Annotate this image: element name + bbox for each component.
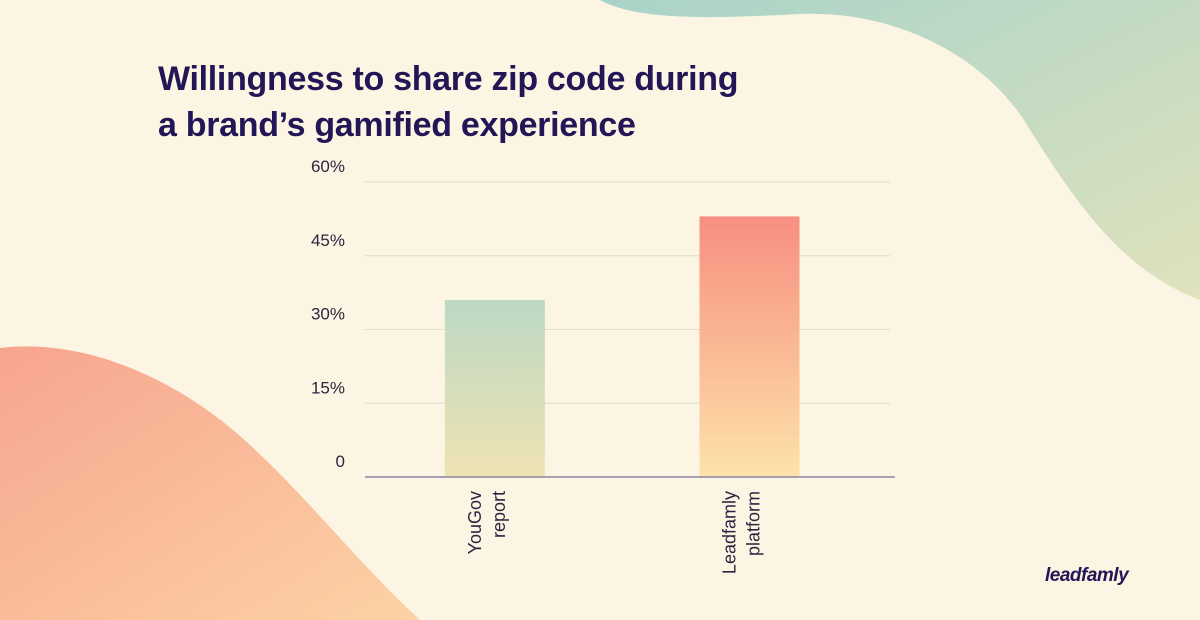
chart-title-line-1: Willingness to share zip code during [158,60,739,98]
bar-0 [444,300,545,477]
y-axis-ticks: 0 15% 30% 45% 60% [311,157,345,471]
chart-title-line-2: a brand’s gamified experience [158,106,636,144]
x-category-label: Leadfamly [720,491,740,574]
top-right-blob [600,0,1200,300]
chart-title: Willingness to share zip code during a b… [158,56,858,148]
bar-1 [699,216,800,477]
y-tick-label: 15% [311,378,345,397]
bars [444,216,800,477]
bottom-left-blob [0,346,420,620]
x-category-label: report [489,491,509,538]
y-tick-label: 0 [336,452,345,471]
y-tick-label: 45% [311,231,345,250]
y-tick-label: 60% [311,157,345,176]
x-category-label: platform [744,491,764,556]
gridlines [365,181,890,404]
x-axis-labels: YouGov report Leadfamly platform [465,491,764,574]
leadfamly-logo: leadfamly [1045,565,1129,586]
y-tick-label: 30% [311,305,345,324]
x-category-label: YouGov [465,491,485,554]
